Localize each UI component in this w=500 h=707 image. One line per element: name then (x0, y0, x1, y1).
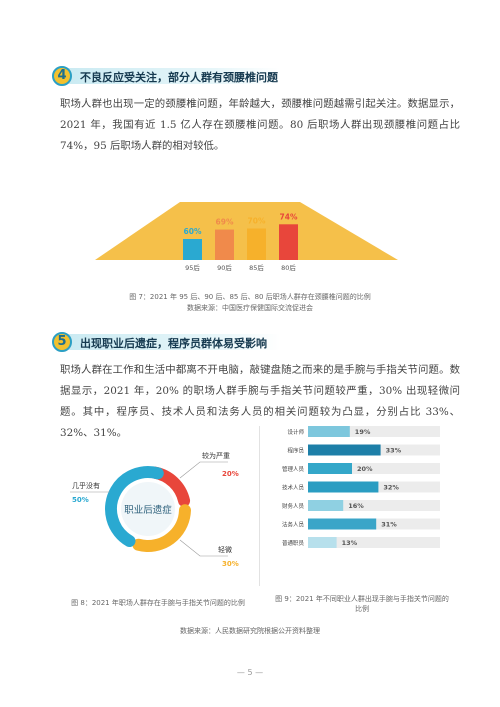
shared-source: 数据来源：人民数据研究院根据公开资料整理 (180, 627, 320, 635)
fig7-value-label: 74% (280, 212, 298, 221)
fig8-caption: 图 8：2021 年职场人群存在手腕与手指关节问题的比例 (71, 599, 245, 607)
fig9-bar (308, 518, 377, 530)
fig9-value-label: 31% (381, 521, 397, 529)
fig7-source: 数据来源：中国医疗保健国际交流促进会 (187, 304, 313, 312)
fig8-leader-line (179, 539, 228, 557)
fig9-value-label: 20% (357, 465, 373, 473)
fig9-bar (308, 537, 337, 548)
figure-divider (259, 426, 260, 586)
fig7-bar (183, 239, 202, 260)
fig7-category-label: 95后 (185, 263, 200, 272)
section-number-badge: 4 (52, 66, 72, 86)
section-header-bar (60, 68, 280, 84)
fig8-slice-label: 轻微 (218, 545, 232, 554)
section-4-header: 4 不良反应受关注，部分人群有颈腰椎问题 (52, 66, 280, 86)
fig9-category-label: 普通职员 (282, 539, 305, 547)
fig9-bar (308, 444, 381, 456)
fig9-bar (308, 426, 350, 437)
donut-center (121, 482, 175, 536)
fig9-category-label: 财务人员 (282, 502, 305, 510)
fig7-value-label: 60% (184, 227, 202, 236)
fig8-slice-label: 较为严重 (202, 451, 230, 460)
fig8-slice (105, 466, 191, 552)
fig9-value-label: 16% (348, 502, 364, 510)
fig7-bar (215, 229, 234, 260)
fig7-value-label: 69% (216, 218, 234, 227)
fig9-caption: 图 9：2021 年不同职业人群出现手腕与手指关节问题的比例 (275, 595, 449, 613)
fig7-bar (247, 228, 266, 260)
fig9-value-label: 13% (342, 539, 358, 547)
fig9-category-label: 法务人员 (282, 521, 305, 529)
section-4-paragraph: 职场人群也出现一定的颈腰椎问题，年龄越大，颈腰椎问题越需引起关注。数据显示，20… (60, 98, 460, 152)
fig7-background-area (95, 202, 398, 260)
fig7-bar (279, 224, 298, 260)
page-number: — 5 — (236, 668, 264, 677)
fig9-bar (308, 481, 379, 493)
section-5-paragraph: 职场人群在工作和生活中都离不开电脑，敲键盘随之而来的是手腕与手指关节问题。数据显… (60, 364, 460, 439)
fig7-category-label: 80后 (281, 263, 296, 272)
section-number-badge: 5 (52, 332, 72, 352)
fig9-bar-track (308, 537, 440, 548)
fig9-category-label: 设计师 (287, 428, 304, 436)
fig7-category-label: 90后 (217, 263, 232, 272)
donut-center-label: 职业后遗症 (124, 504, 172, 516)
fig9-category-label: 技术人员 (282, 484, 305, 492)
section-title: 出现职业后遗症，程序员群体易受影响 (80, 337, 267, 350)
fig9-bar-track (308, 500, 440, 511)
fig9-value-label: 19% (355, 428, 371, 436)
fig9-bar-track (308, 426, 440, 437)
fig8-donut-chart: 职业后遗症 较为严重 20% 轻微 30% 几乎没有 50% (70, 451, 239, 568)
section-header-bar (60, 334, 280, 350)
fig8-slice-value: 30% (222, 560, 239, 568)
fig9-bar (308, 463, 352, 474)
section-5-header: 5 出现职业后遗症，程序员群体易受影响 (52, 332, 280, 352)
fig9-value-label: 33% (386, 447, 402, 455)
fig9-category-label: 管理人员 (282, 465, 305, 473)
fig9-category-label: 程序员 (287, 447, 304, 455)
fig8-slice-value: 50% (72, 496, 89, 504)
fig9-value-label: 32% (383, 484, 399, 492)
fig9-bar-track (308, 463, 440, 474)
fig8-slice-label: 几乎没有 (72, 481, 100, 490)
fig7-category-label: 85后 (249, 263, 264, 272)
section-title: 不良反应受关注，部分人群有颈腰椎问题 (80, 71, 278, 84)
fig8-slice (105, 466, 191, 552)
fig9-horizontal-bar-chart: 设计师 19% 程序员 33% 管理人员 20% 技术人员 32% 财务人员 16% 法务人员 31%… (282, 426, 440, 548)
fig7-caption: 图 7：2021 年 95 后、90 后、85 后、80 后职场人群存在颈腰椎问… (129, 293, 371, 301)
fig8-slice-value: 20% (222, 470, 239, 478)
fig7-bar-chart: 60% 95后 69% 90后 70% 85后 74% 80后 (95, 202, 398, 272)
fig9-bar (308, 500, 344, 511)
fig7-value-label: 70% (248, 217, 266, 226)
fig8-leader-line (179, 461, 228, 479)
